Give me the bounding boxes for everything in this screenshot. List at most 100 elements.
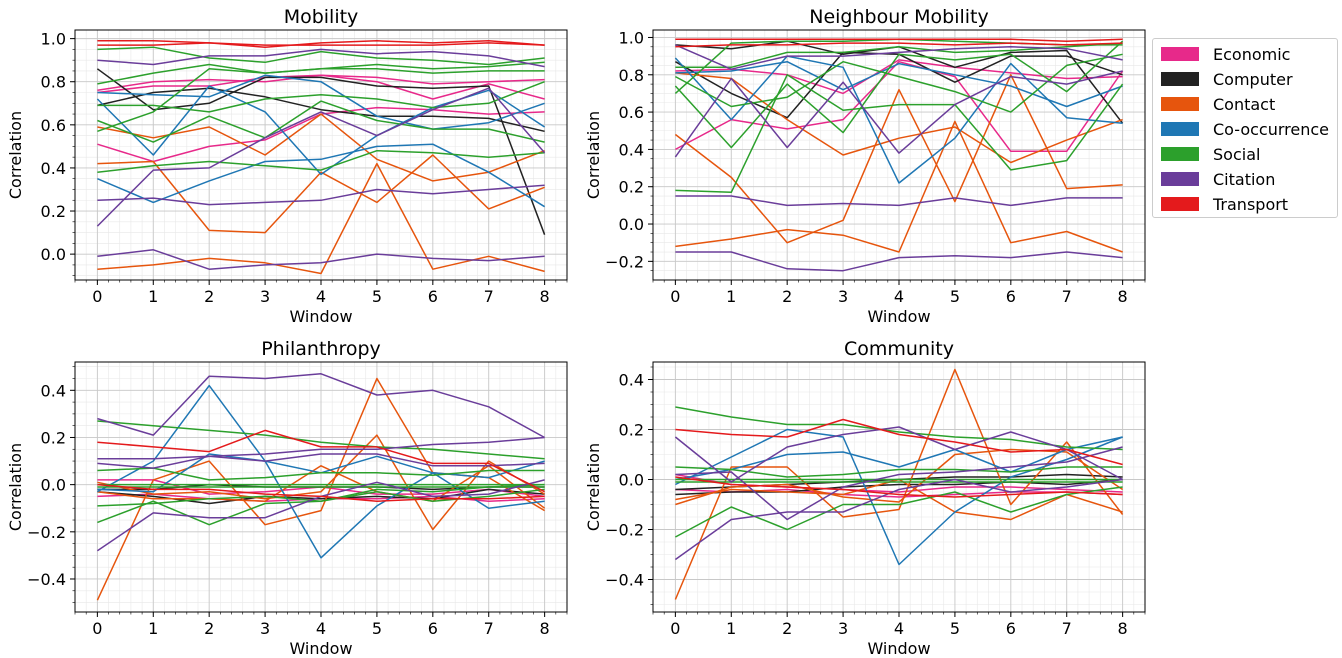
x-tick-label: 1 <box>148 619 158 638</box>
x-tick-label: 6 <box>1006 287 1016 306</box>
series-line-co-occurrence <box>675 436 1123 481</box>
series-line-citation <box>97 249 545 270</box>
legend-item-contact: Contact <box>1161 93 1275 115</box>
series-line-contact <box>675 448 1124 506</box>
legend-item-economic: Economic <box>1161 43 1290 65</box>
series-line-social <box>97 81 545 113</box>
x-tick-label: 4 <box>894 619 904 638</box>
y-tick-label: 0.4 <box>41 159 66 178</box>
series-lines <box>674 368 1124 600</box>
series-line-transport <box>675 42 1123 48</box>
legend-swatch-social <box>1161 147 1199 161</box>
x-tick-label: 2 <box>782 619 792 638</box>
y-axis-label: Correlation <box>6 111 25 199</box>
legend-swatch-transport <box>1161 197 1199 211</box>
series-line-social <box>675 486 1123 538</box>
x-tick-label: 8 <box>540 287 550 306</box>
series-line-co-occurrence <box>97 74 545 130</box>
legend-item-computer: Computer <box>1161 68 1293 90</box>
series-line-economic <box>97 74 545 100</box>
panel-title: Neighbour Mobility <box>809 6 988 28</box>
series-line-social <box>674 40 1124 149</box>
series-line-social <box>97 46 545 66</box>
x-tick-label: 0 <box>670 287 680 306</box>
x-tick-label: 3 <box>838 619 848 638</box>
series-line-transport <box>675 418 1123 466</box>
x-tick-label: 2 <box>204 619 214 638</box>
y-tick-label: 0.0 <box>41 476 66 495</box>
series-line-computer <box>675 478 1123 496</box>
y-tick-label: 0.2 <box>41 428 66 447</box>
x-axis-label: Window <box>867 307 930 326</box>
legend-label-transport: Transport <box>1213 194 1289 214</box>
series-line-contact <box>675 120 1123 253</box>
series-line-transport <box>97 40 545 48</box>
y-tick-label: 0.0 <box>619 215 644 234</box>
series-line-social <box>675 74 1124 194</box>
legend-swatch-citation <box>1161 172 1199 186</box>
legend-item-co-occurrence: Co-occurrence <box>1161 118 1329 140</box>
series-line-transport <box>97 429 545 493</box>
panel-philanthropy: 0 1 2 3 4 5 6 7 8 −0.4 −0.2 0.0 0.2 0.4 Philanthropy Wi… <box>6 338 568 658</box>
series-line-social <box>675 406 1123 451</box>
x-tick-label: 3 <box>260 619 270 638</box>
series-line-citation <box>674 426 1123 483</box>
series-line-citation <box>674 478 1123 561</box>
series-line-citation <box>97 373 545 439</box>
x-tick-label: 1 <box>726 287 736 306</box>
series-lines <box>96 40 546 275</box>
y-tick-label: −0.4 <box>27 570 66 589</box>
x-tick-label: 5 <box>372 287 382 306</box>
y-axis-label: Correlation <box>6 443 25 531</box>
series-line-citation <box>675 251 1123 272</box>
x-tick-label: 5 <box>372 619 382 638</box>
panel-mobility: 0 1 2 3 4 5 6 7 8 0.0 0.2 0.4 0.6 0.8 1.0 Mobility Windo… <box>6 6 568 326</box>
y-tick-label: 1.0 <box>619 28 644 47</box>
x-tick-label: 1 <box>726 619 736 638</box>
series-line-social <box>675 466 1123 478</box>
series-line-citation <box>675 446 1123 521</box>
series-line-contact <box>674 368 1124 600</box>
x-tick-label: 3 <box>260 287 270 306</box>
x-tick-label: 0 <box>92 287 102 306</box>
legend-label-social: Social <box>1213 144 1261 164</box>
series-line-co-occurrence <box>97 143 545 208</box>
x-tick-label: 6 <box>1006 619 1016 638</box>
y-tick-label: 0.2 <box>41 202 66 221</box>
legend-label-co-occurrence: Co-occurrence <box>1213 119 1329 139</box>
legend-label-computer: Computer <box>1213 69 1293 89</box>
series-line-citation <box>675 195 1123 207</box>
legend-item-transport: Transport <box>1161 193 1288 215</box>
y-tick-label: 0.6 <box>619 103 644 122</box>
legend-label-citation: Citation <box>1213 169 1276 189</box>
y-tick-label: 0.2 <box>619 421 644 440</box>
series-line-social <box>97 63 545 85</box>
series-line-citation <box>97 48 545 68</box>
x-tick-label: 0 <box>670 619 680 638</box>
y-tick-label: 0.4 <box>619 140 644 159</box>
x-tick-label: 3 <box>838 287 848 306</box>
y-tick-label: 0.0 <box>41 245 66 264</box>
legend-swatch-contact <box>1161 97 1199 111</box>
x-tick-label: 8 <box>1118 619 1128 638</box>
x-axis-label: Window <box>289 639 352 658</box>
series-line-social <box>97 100 545 143</box>
series-line-computer <box>97 87 545 133</box>
legend-swatch-computer <box>1161 72 1199 86</box>
series-line-citation <box>97 453 545 469</box>
series-line-citation <box>97 184 545 206</box>
series-line-social <box>97 149 545 173</box>
panel-title: Mobility <box>284 6 359 28</box>
x-tick-label: 8 <box>540 619 550 638</box>
panel-neighbour-mobility: 0 1 2 3 4 5 6 7 8 −0.2 0.0 0.2 0.4 0.6 0.8 1.0 Neighbour… <box>584 6 1146 326</box>
series-line-social <box>97 483 545 507</box>
series-line-transport <box>97 42 545 46</box>
series-line-citation <box>96 87 546 227</box>
series-line-economic <box>675 488 1123 498</box>
series-line-citation <box>674 70 1123 158</box>
legend: Economic Computer Contact Co-occurrence … <box>1152 38 1338 218</box>
x-tick-label: 4 <box>316 619 326 638</box>
series-line-co-occurrence <box>675 428 1123 566</box>
x-tick-label: 4 <box>316 287 326 306</box>
series-line-social <box>97 467 545 481</box>
